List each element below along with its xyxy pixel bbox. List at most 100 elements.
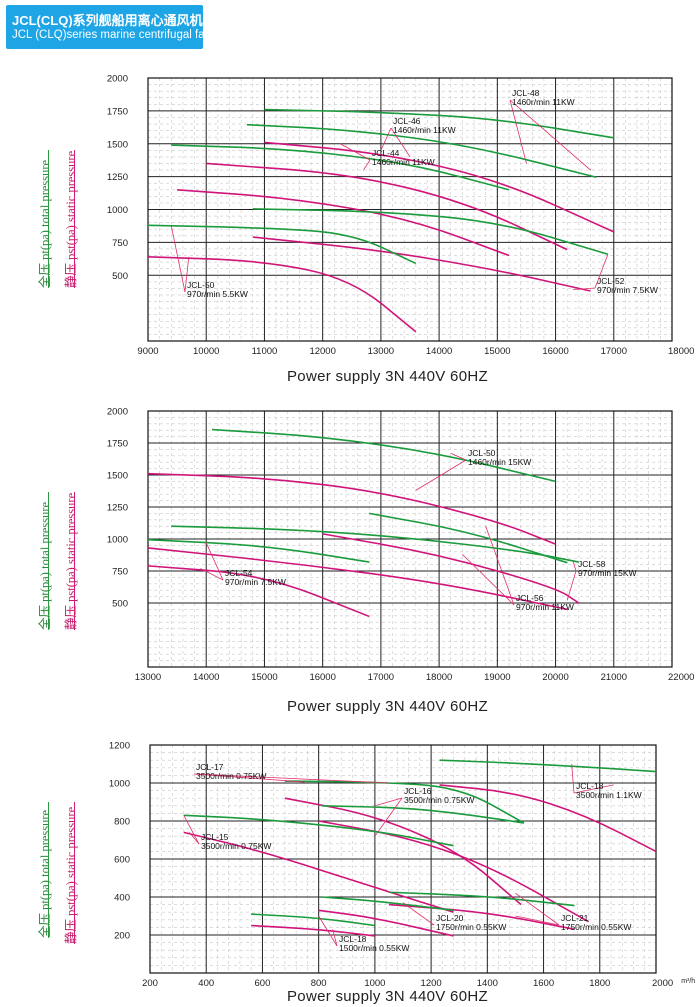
x-axis-title: Power supply 3N 440V 60HZ xyxy=(287,368,488,385)
plot-frame xyxy=(149,744,657,974)
y-tick-label: 600 xyxy=(114,855,130,866)
y-tick-label: 400 xyxy=(114,893,130,904)
x-tick-label: 16000 xyxy=(542,346,568,357)
y-tick-label: 1250 xyxy=(107,172,128,183)
label-leader-line xyxy=(485,526,515,606)
static-pressure-curve xyxy=(318,909,454,937)
chart-panel-3: 全压 pt(pa) total pressure 静压 pst(pa) stat… xyxy=(0,740,700,1007)
static-pressure-curve xyxy=(322,533,580,604)
series-label: JCL-46 xyxy=(393,116,421,126)
page-subtitle: JCL (CLQ)series marine centrifugal fan xyxy=(12,29,211,41)
label-leader-line xyxy=(509,99,527,164)
y-tick-label: 750 xyxy=(112,567,128,578)
label-leader-line xyxy=(374,797,403,807)
series-detail-label: 1460r/min 11KW xyxy=(372,157,435,167)
static-pressure-curve xyxy=(177,188,510,257)
y-tick-label: 500 xyxy=(112,599,128,610)
plot-frame xyxy=(147,410,673,668)
x-tick-label: 13000 xyxy=(368,346,394,357)
chart-3: 200 400 600 800 1000 1200 1400 1600 1800 2000 m³/h… xyxy=(109,741,695,990)
x-tick-label: 20000 xyxy=(542,672,568,683)
total-pressure-legend-line xyxy=(48,492,49,630)
y-tick-label: 1250 xyxy=(107,503,128,514)
x-tick-label: 400 xyxy=(198,978,214,989)
series-detail-label: 1500r/min 0.55KW xyxy=(339,943,409,953)
static-pressure-curve xyxy=(206,162,568,251)
label-leader-line xyxy=(415,459,467,491)
x-axis-title: Power supply 3N 440V 60HZ xyxy=(287,698,488,715)
label-leader-line xyxy=(205,542,224,581)
label-leader-line xyxy=(193,773,305,783)
static-pressure-curve xyxy=(284,797,522,906)
total-pressure-curve xyxy=(321,896,454,912)
y-tick-label: 2000 xyxy=(107,407,128,418)
x-unit-label: m³/h xyxy=(681,978,695,985)
x-tick-label: 9000 xyxy=(137,346,158,357)
x-tick-label: 15000 xyxy=(484,346,510,357)
x-tick-label: 17000 xyxy=(368,672,394,683)
x-tick-label: 18000 xyxy=(668,346,694,357)
total-pressure-curve xyxy=(252,208,609,255)
x-tick-label: 1200 xyxy=(421,978,442,989)
total-pressure-curve xyxy=(439,759,657,773)
series-label: JCL-56 xyxy=(516,593,544,603)
series-label: JCL-52 xyxy=(597,276,625,286)
y-tick-label: 1200 xyxy=(109,741,130,752)
static-pressure-curve xyxy=(147,256,417,333)
x-tick-label: 200 xyxy=(142,978,158,989)
total-pressure-curve xyxy=(183,814,454,847)
static-pressure-curve xyxy=(252,236,591,292)
static-pressure-curve xyxy=(147,472,556,545)
label-leader-line xyxy=(318,915,338,947)
x-tick-label: 19000 xyxy=(484,672,510,683)
series-detail-label: 1750r/min 0.55KW xyxy=(561,922,631,932)
y-tick-label: 1500 xyxy=(107,139,128,150)
label-leader-line xyxy=(462,554,515,606)
y-tick-label: 1750 xyxy=(107,439,128,450)
series-label: JCL-54 xyxy=(225,568,253,578)
label-leader-line xyxy=(515,892,560,926)
series-detail-label: 1460r/min 15KW xyxy=(468,457,531,467)
y-tick-label: 750 xyxy=(112,238,128,249)
series-detail-label: 3500r/min 0.75KW xyxy=(196,771,266,781)
static-pressure-legend-line xyxy=(74,150,75,288)
series-label: JCL-18 xyxy=(339,934,367,944)
series-detail-label: 970r/min 7.5KW xyxy=(597,285,658,295)
label-leader-line xyxy=(374,797,403,837)
x-tick-label: 15000 xyxy=(251,672,277,683)
x-tick-label: 1600 xyxy=(533,978,554,989)
x-tick-label: 10000 xyxy=(193,346,219,357)
total-pressure-curve xyxy=(369,512,568,564)
total-pressure-curve xyxy=(147,538,370,563)
total-pressure-legend-line xyxy=(48,150,49,288)
chart-2: 13000 14000 15000 16000 17000 18000 19000 20000… xyxy=(107,407,695,684)
series-label: JCL-18 xyxy=(576,781,604,791)
total-pressure-curve xyxy=(171,144,510,191)
series-detail-label: 1460r/min 11KW xyxy=(393,125,456,135)
x-tick-label: 14000 xyxy=(193,672,219,683)
series-label: JCL-16 xyxy=(404,786,432,796)
label-leader-line xyxy=(380,127,392,151)
label-leader-line xyxy=(594,254,609,289)
chart-panel-1: 全压 pt(pa) total pressure 静压 pst(pa) stat… xyxy=(0,70,700,400)
x-tick-label: 18000 xyxy=(426,672,452,683)
label-leader-line xyxy=(170,225,186,293)
x-tick-label: 1800 xyxy=(589,978,610,989)
total-pressure-curve xyxy=(284,780,525,824)
static-pressure-legend-line xyxy=(74,492,75,630)
static-pressure-curve xyxy=(183,831,454,913)
y-tick-label: 1000 xyxy=(107,205,128,216)
x-axis-title: Power supply 3N 440V 60HZ xyxy=(287,988,488,1005)
y-tick-label: 500 xyxy=(112,271,128,282)
x-tick-label: 16000 xyxy=(309,672,335,683)
label-leader-line xyxy=(573,784,614,794)
series-detail-label: 3500r/min 1.1KW xyxy=(576,790,642,800)
label-leader-line xyxy=(193,773,389,784)
label-leader-line xyxy=(430,923,435,926)
series-detail-label: 1750r/min 0.55KW xyxy=(436,922,506,932)
label-leader-line xyxy=(339,143,371,161)
label-leader-line xyxy=(390,127,411,158)
x-tick-label: 21000 xyxy=(601,672,627,683)
x-tick-label: 22000 xyxy=(668,672,694,683)
x-tick-label: 2000 xyxy=(652,978,673,989)
